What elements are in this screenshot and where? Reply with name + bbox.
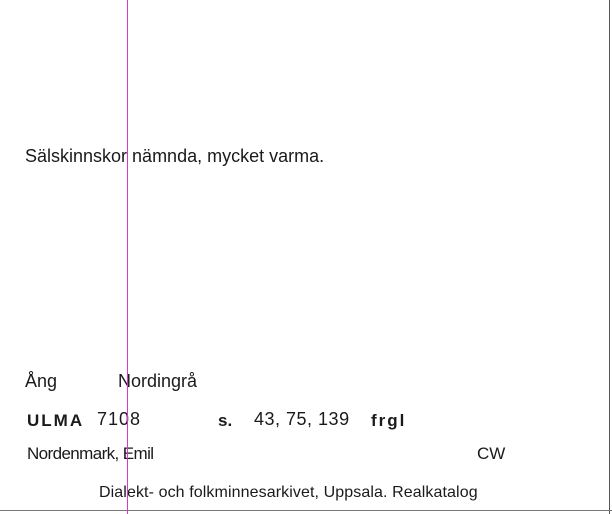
archive-footer: Dialekt- och folkminnesarkivet, Uppsala.… — [99, 484, 478, 501]
page-label: s. — [218, 411, 233, 430]
recorder-initials: CW — [477, 444, 506, 463]
archive-number: 7108 — [97, 409, 142, 429]
category-code: frgl — [371, 411, 407, 430]
informant-name: Nordenmark, Emil — [27, 444, 154, 463]
card-note-text: Sälskinnskor nämnda, mycket varma. — [25, 146, 325, 166]
card-bottom-edge — [0, 510, 612, 511]
place-name: Nordingrå — [118, 371, 198, 391]
card-right-edge — [609, 0, 610, 514]
page-numbers: 43, 75, 139 — [254, 409, 350, 429]
archive-label: ULMA — [27, 411, 85, 430]
margin-line — [127, 0, 128, 514]
place-abbreviation: Ång — [25, 371, 58, 391]
